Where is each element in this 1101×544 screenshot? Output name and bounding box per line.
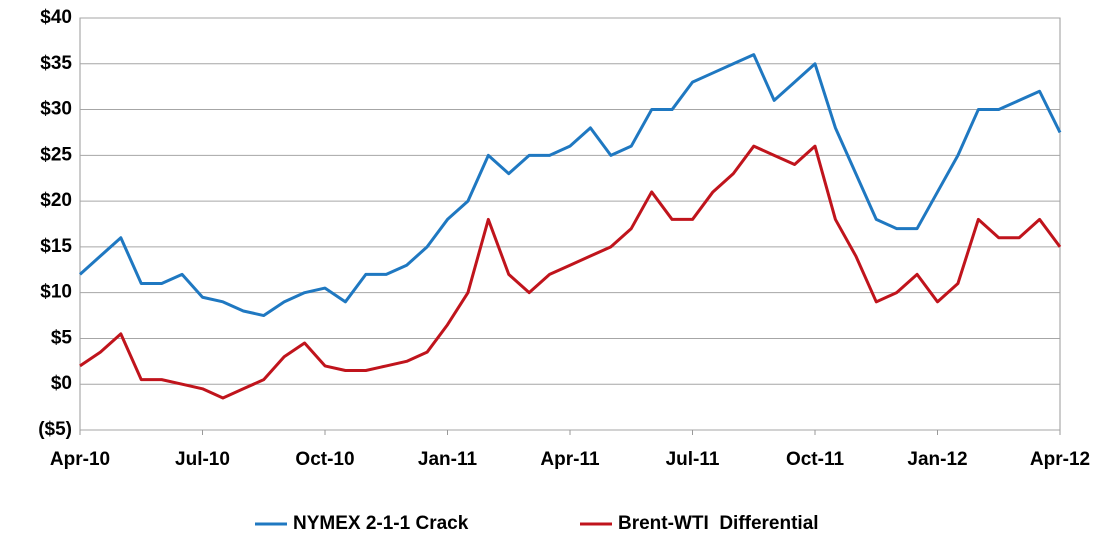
x-tick-label: Jul-10 [175, 449, 230, 470]
x-tick-label: Apr-10 [50, 449, 110, 470]
y-tick-label: ($5) [38, 419, 72, 440]
plot-frame [79, 17, 1061, 431]
x-tick-label: Oct-10 [295, 449, 354, 470]
y-tick-label: $5 [51, 327, 73, 348]
x-tick-label: Apr-11 [540, 449, 600, 470]
x-tick-label: Apr-12 [1030, 449, 1090, 470]
data-line [78, 53, 1062, 318]
y-tick-label: $40 [40, 7, 72, 28]
x-tick-label: Oct-11 [786, 449, 845, 470]
y-tick-label: $0 [51, 373, 72, 394]
x-tick-label: Jan-11 [418, 449, 478, 470]
x-tick-label: Jan-12 [907, 449, 967, 470]
data-line [79, 144, 1062, 400]
y-tick-label: $25 [40, 144, 72, 165]
y-tick-label: $35 [40, 53, 72, 74]
x-tick-label: Jul-11 [666, 449, 720, 470]
y-tick-label: $20 [40, 190, 72, 211]
y-tick-label: $30 [40, 99, 72, 120]
legend-label: NYMEX 2-1-1 Crack [293, 513, 469, 534]
y-tick-label: $15 [40, 236, 72, 257]
y-tick-label: $10 [40, 282, 72, 303]
legend-label: Brent-WTI Differential [618, 513, 819, 534]
